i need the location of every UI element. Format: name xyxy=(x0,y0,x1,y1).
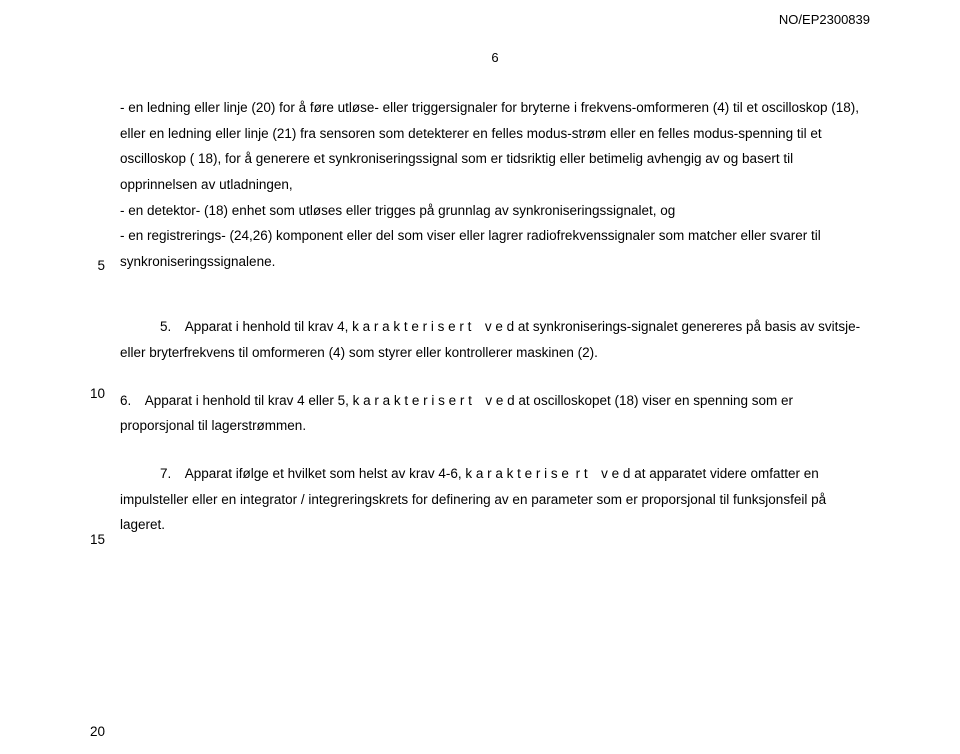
line-number-20: 20 xyxy=(75,719,105,745)
claim-6-characterized: k a r a k t e r i s e r t v e d xyxy=(353,393,515,408)
claim-7-lead: 7. Apparat ifølge et hvilket som helst a… xyxy=(160,466,465,481)
claim-7-characterized: k a r a k t e r i s e r t v e d xyxy=(465,466,630,481)
list-item-a: - en ledning eller linje (20) for å føre… xyxy=(120,95,870,198)
claim-7: 7. Apparat ifølge et hvilket som helst a… xyxy=(120,461,870,538)
body-text: 5 10 15 20 - en ledning eller linje (20)… xyxy=(120,95,870,538)
claim-5-characterized: k a r a k t e r i s e r t v e d xyxy=(352,319,514,334)
line-number-5: 5 xyxy=(75,253,105,279)
line-number-15: 15 xyxy=(75,527,105,553)
claim-6: 6. Apparat i henhold til krav 4 eller 5,… xyxy=(120,388,870,439)
page-number: 6 xyxy=(120,50,870,65)
list-item-c: - en registrerings- (24,26) komponent el… xyxy=(120,223,870,274)
claim-6-lead: 6. Apparat i henhold til krav 4 eller 5, xyxy=(120,393,353,408)
claim-5: 5. Apparat i henhold til krav 4, k a r a… xyxy=(120,314,870,365)
paragraph-block-1: - en ledning eller linje (20) for å føre… xyxy=(120,95,870,274)
line-number-10: 10 xyxy=(75,381,105,407)
claim-5-lead: 5. Apparat i henhold til krav 4, xyxy=(160,319,352,334)
document-id: NO/EP2300839 xyxy=(779,12,870,27)
patent-page: NO/EP2300839 6 5 10 15 20 - en ledning e… xyxy=(0,0,960,754)
list-item-b: - en detektor- (18) enhet som utløses el… xyxy=(120,198,870,224)
